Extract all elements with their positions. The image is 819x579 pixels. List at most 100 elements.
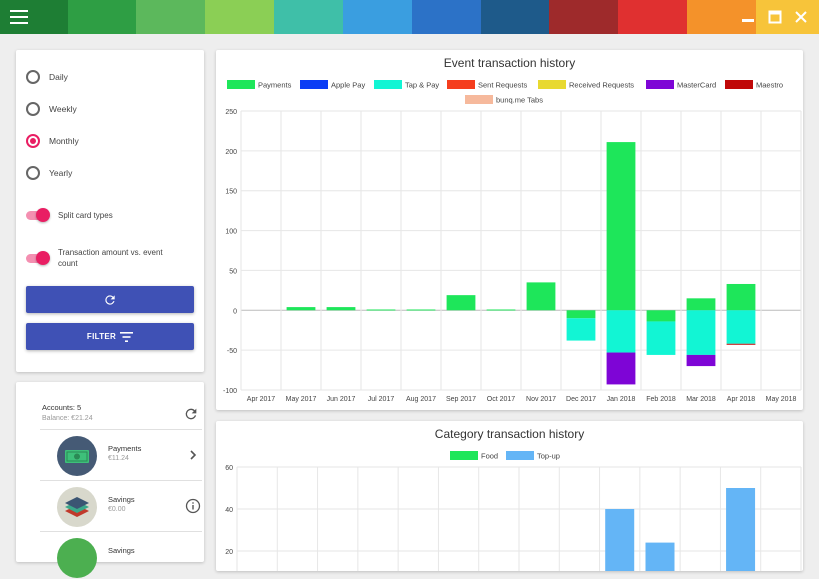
legend-swatch: [465, 95, 493, 104]
x-tick-label: Nov 2017: [526, 396, 556, 403]
bar-segment: [286, 307, 316, 311]
event-chart-card: Event transaction history Payments Apple …: [216, 50, 803, 410]
legend-swatch: [538, 80, 566, 89]
legend-label: Payments: [258, 81, 292, 90]
legend-swatch: [300, 80, 328, 89]
layers-avatar-icon: [57, 487, 97, 527]
accounts-summary: Accounts: 5 Balance: €21.24: [42, 403, 93, 422]
bar-segment: [726, 488, 756, 571]
y-tick-label: 150: [225, 189, 237, 196]
title-bar-segment: [481, 0, 549, 34]
x-tick-label: Jun 2017: [327, 396, 356, 403]
title-bar-segment: [343, 0, 412, 34]
legend-label: Received Requests: [569, 81, 634, 90]
title-bar-segment: [618, 0, 687, 34]
y-tick-label: 200: [225, 149, 237, 156]
minimize-icon[interactable]: [739, 8, 757, 26]
account-balance: €11.24: [108, 455, 129, 462]
refresh-button[interactable]: [26, 286, 194, 313]
x-tick-label: May 2018: [766, 396, 797, 403]
title-bar-segment: [205, 0, 274, 34]
category-chart-title: Category transaction history: [434, 427, 585, 441]
y-tick-label: 0: [233, 308, 237, 315]
account-item-payments[interactable]: Payments €11.24: [42, 433, 207, 477]
bar-segment: [566, 310, 596, 319]
y-tick-label: 100: [225, 229, 237, 236]
account-balance: €0.00: [108, 506, 126, 513]
period-radio-daily[interactable]: Daily: [26, 69, 68, 85]
event-chart: Payments Apple Pay Tap & Pay Sent Requests R…: [223, 80, 802, 403]
title-bar-segment: [756, 0, 819, 34]
x-tick-label: Mar 2018: [686, 396, 716, 403]
title-bar-segment: [687, 0, 756, 34]
x-tick-label: Dec 2017: [566, 396, 596, 403]
radio-icon[interactable]: [26, 70, 40, 84]
bar-segment: [406, 309, 436, 311]
title-bar-segment: [68, 0, 136, 34]
refresh-icon[interactable]: [183, 406, 199, 422]
legend-swatch: [374, 80, 402, 89]
legend-swatch: [447, 80, 475, 89]
account-avatar-icon: [57, 538, 97, 578]
bar-segment: [326, 307, 356, 311]
legend-label: Apple Pay: [331, 81, 365, 90]
legend-label: Tap & Pay: [405, 81, 439, 90]
y-tick-label: 250: [225, 109, 237, 116]
y-tick-label: -50: [227, 348, 237, 355]
y-tick-label: 40: [225, 507, 233, 514]
split-card-types-toggle[interactable]: Split card types: [26, 208, 113, 222]
x-tick-label: Jan 2018: [607, 396, 636, 403]
x-tick-label: Feb 2018: [646, 396, 676, 403]
legend-label: Top-up: [537, 452, 560, 461]
legend-swatch: [646, 80, 674, 89]
legend-swatch: [227, 80, 255, 89]
account-item-savings[interactable]: Savings €0.00: [42, 484, 207, 528]
bar-segment: [686, 354, 716, 367]
account-name: Payments: [108, 444, 142, 453]
period-label: Yearly: [49, 168, 73, 178]
period-radio-yearly[interactable]: Yearly: [26, 165, 72, 181]
title-bar: [0, 0, 819, 34]
x-tick-label: Apr 2017: [247, 396, 276, 403]
x-tick-label: Jul 2017: [368, 396, 395, 403]
event-chart-title: Event transaction history: [443, 56, 576, 70]
hamburger-menu-icon[interactable]: [10, 10, 28, 24]
banknote-avatar-icon: [57, 436, 97, 476]
period-label: Daily: [49, 72, 68, 82]
toggle-switch[interactable]: [26, 251, 50, 265]
title-bar-segment: [549, 0, 618, 34]
radio-icon[interactable]: [26, 102, 40, 116]
category-chart: Food Top-up 60 40 20: [225, 451, 802, 571]
bar-segment: [686, 310, 716, 355]
period-label: Weekly: [49, 104, 77, 114]
y-tick-label: 50: [229, 268, 237, 275]
period-radio-weekly[interactable]: Weekly: [26, 101, 77, 117]
filter-button[interactable]: FILTER: [26, 323, 194, 350]
legend-label: bunq.me Tabs: [496, 96, 543, 105]
title-bar-segment: [274, 0, 343, 34]
bar-segment: [566, 318, 596, 341]
period-label: Monthly: [49, 136, 79, 146]
account-name: Savings: [108, 495, 135, 504]
radio-icon[interactable]: [26, 166, 40, 180]
filter-panel: Daily Weekly Monthly Yearly Split card t…: [16, 50, 204, 372]
chevron-right-icon[interactable]: [185, 447, 201, 463]
period-radio-monthly[interactable]: Monthly: [26, 133, 79, 149]
legend-label: Sent Requests: [478, 81, 527, 90]
bar-segment: [446, 295, 476, 311]
legend-label: MasterCard: [677, 81, 716, 90]
radio-checked-icon[interactable]: [26, 134, 40, 148]
x-tick-label: Sep 2017: [446, 396, 476, 403]
title-bar-segment: [136, 0, 205, 34]
toggle-label: Transaction amount vs. event count: [58, 248, 163, 268]
bar-segment: [726, 283, 756, 311]
accounts-count: Accounts: 5: [42, 403, 82, 412]
toggle-label: Split card types: [58, 210, 113, 220]
amount-vs-count-toggle[interactable]: Transaction amount vs. event count: [26, 247, 196, 269]
maximize-icon[interactable]: [766, 8, 784, 26]
info-icon[interactable]: [185, 498, 201, 514]
toggle-switch[interactable]: [26, 208, 50, 222]
account-item-third[interactable]: Savings: [42, 535, 207, 579]
close-icon[interactable]: [792, 8, 810, 26]
legend-swatch: [725, 80, 753, 89]
